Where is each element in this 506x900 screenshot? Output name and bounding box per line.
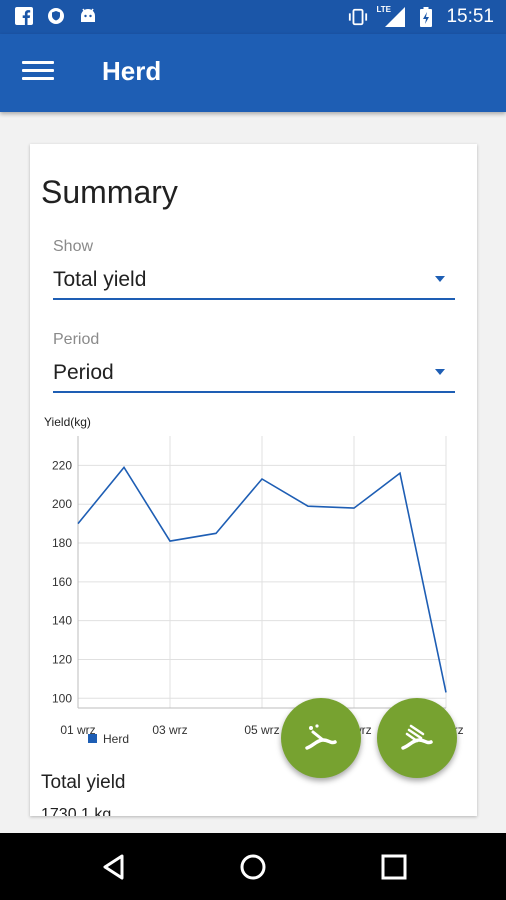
clock: 15:51: [446, 6, 494, 27]
y-tick-label: 180: [52, 536, 72, 550]
legend-label-herd: Herd: [103, 732, 129, 746]
period-dropdown[interactable]: Period: [53, 359, 455, 393]
total-yield-label: Total yield: [41, 772, 126, 793]
back-icon[interactable]: [98, 851, 130, 883]
period-field: Period Period: [53, 331, 455, 393]
period-value: Period: [53, 361, 114, 384]
feeding-fab[interactable]: [377, 698, 457, 778]
y-tick-label: 200: [52, 497, 72, 511]
lte-label: LTE: [376, 5, 391, 14]
x-tick-label: 01 wrz: [60, 723, 95, 737]
herd-series-line: [77, 465, 447, 693]
dropdown-arrow-icon: [435, 276, 445, 282]
show-value: Total yield: [53, 268, 147, 291]
y-tick-label: 160: [52, 575, 72, 589]
y-axis-label: Yield(kg): [44, 415, 91, 429]
period-label: Period: [53, 331, 100, 348]
total-yield-value: 1730,1 kg: [41, 806, 112, 816]
y-tick-label: 100: [52, 691, 72, 705]
app-bar: Herd: [0, 34, 506, 112]
milking-icon: [305, 724, 337, 750]
menu-icon[interactable]: [20, 56, 56, 90]
y-tick-label: 120: [52, 652, 72, 666]
android-icon: [78, 6, 98, 26]
page-title: Herd: [102, 56, 162, 86]
status-bar: LTE 15:51: [0, 0, 506, 34]
legend-swatch-herd: [88, 734, 97, 743]
y-tick-label: 140: [52, 614, 72, 628]
shield-icon: [46, 6, 66, 26]
lte-signal-icon: LTE: [376, 5, 406, 27]
feeding-icon: [401, 724, 433, 750]
milking-fab[interactable]: [281, 698, 361, 778]
battery-icon: [416, 7, 436, 27]
summary-heading: Summary: [41, 174, 178, 210]
y-tick-label: 220: [52, 458, 72, 472]
show-field: Show Total yield: [53, 238, 455, 300]
vibrate-icon: [348, 7, 368, 27]
dropdown-arrow-icon: [435, 369, 445, 375]
facebook-icon: [14, 6, 34, 26]
navigation-bar: [0, 833, 506, 900]
yield-chart: Yield(kg) 100 120 140 160 180 200 220 01 wrz 03 w…: [44, 415, 464, 746]
show-label: Show: [53, 238, 94, 255]
x-tick-label: 03 wrz: [152, 723, 187, 737]
home-icon[interactable]: [237, 851, 269, 883]
x-tick-label: 05 wrz: [244, 723, 279, 737]
show-dropdown[interactable]: Total yield: [53, 266, 455, 300]
recents-icon[interactable]: [378, 851, 410, 883]
